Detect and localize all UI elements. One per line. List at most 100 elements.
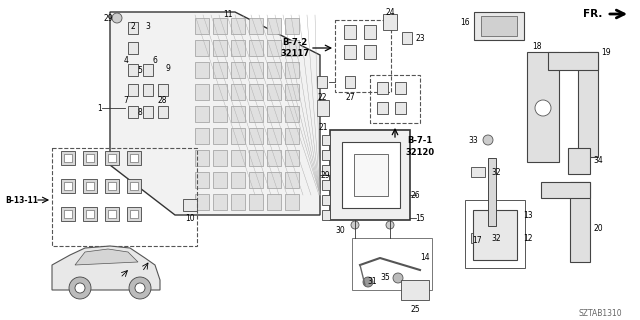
Bar xyxy=(127,207,141,221)
Bar xyxy=(401,280,429,300)
Circle shape xyxy=(351,221,359,229)
Bar xyxy=(127,179,141,193)
Bar xyxy=(108,210,116,218)
Bar xyxy=(195,128,209,144)
Polygon shape xyxy=(52,246,160,290)
Bar xyxy=(195,172,209,188)
Bar xyxy=(471,167,485,177)
Text: 16: 16 xyxy=(460,18,470,27)
Text: 11: 11 xyxy=(223,10,233,19)
Bar xyxy=(195,40,209,56)
Text: 31: 31 xyxy=(367,277,377,286)
Text: SZTAB1310: SZTAB1310 xyxy=(579,309,622,318)
Bar xyxy=(128,64,138,76)
Text: 33: 33 xyxy=(468,135,478,145)
Bar xyxy=(267,194,281,210)
Bar xyxy=(481,16,517,36)
Bar xyxy=(86,210,94,218)
Bar xyxy=(354,154,388,196)
Bar xyxy=(130,210,138,218)
Bar xyxy=(61,151,75,165)
Bar xyxy=(83,207,97,221)
Bar xyxy=(231,84,245,100)
Bar xyxy=(473,210,517,260)
Bar xyxy=(267,18,281,34)
Text: 18: 18 xyxy=(532,42,541,51)
Bar xyxy=(527,52,559,162)
Bar xyxy=(364,25,376,39)
Bar xyxy=(317,100,329,116)
Bar xyxy=(383,14,397,30)
Bar xyxy=(158,84,168,96)
Bar xyxy=(345,76,355,88)
Text: FR.: FR. xyxy=(582,9,602,19)
Text: 32: 32 xyxy=(491,234,501,243)
Bar xyxy=(578,52,598,157)
Text: 7: 7 xyxy=(124,95,129,105)
Circle shape xyxy=(386,221,394,229)
Circle shape xyxy=(535,100,551,116)
Text: 19: 19 xyxy=(601,47,611,57)
Bar xyxy=(322,195,330,205)
Bar xyxy=(231,172,245,188)
Text: 14: 14 xyxy=(420,253,430,262)
Bar xyxy=(128,22,138,34)
Bar xyxy=(394,102,406,114)
Text: 35: 35 xyxy=(380,274,390,283)
Text: 26: 26 xyxy=(410,190,420,199)
Bar xyxy=(249,172,263,188)
Bar xyxy=(394,82,406,94)
Bar xyxy=(127,151,141,165)
Bar xyxy=(285,84,299,100)
Bar xyxy=(474,12,524,40)
Bar xyxy=(370,75,420,123)
Bar xyxy=(267,172,281,188)
Bar xyxy=(352,238,432,290)
Bar xyxy=(195,106,209,122)
Bar xyxy=(376,102,387,114)
Bar xyxy=(322,135,330,145)
Bar xyxy=(213,40,227,56)
Bar xyxy=(249,62,263,78)
Bar xyxy=(322,150,330,160)
Bar xyxy=(322,210,330,220)
Circle shape xyxy=(483,135,493,145)
Text: 30: 30 xyxy=(335,226,345,235)
Bar xyxy=(322,165,330,175)
Bar xyxy=(471,233,485,243)
Bar xyxy=(130,182,138,190)
Bar xyxy=(231,18,245,34)
Bar xyxy=(143,84,153,96)
Bar xyxy=(285,40,299,56)
Bar xyxy=(285,18,299,34)
Circle shape xyxy=(69,277,91,299)
Bar xyxy=(64,210,72,218)
Bar xyxy=(322,180,330,190)
Bar xyxy=(231,194,245,210)
Bar xyxy=(231,150,245,166)
Bar xyxy=(64,182,72,190)
Bar xyxy=(285,106,299,122)
Text: 4: 4 xyxy=(124,55,129,65)
Bar xyxy=(344,45,356,59)
Bar xyxy=(213,84,227,100)
Bar xyxy=(195,62,209,78)
Bar xyxy=(249,150,263,166)
Circle shape xyxy=(135,283,145,293)
Bar xyxy=(83,151,97,165)
Text: B-13-11: B-13-11 xyxy=(6,196,38,204)
Bar xyxy=(548,52,598,70)
Text: 21: 21 xyxy=(318,123,328,132)
Bar xyxy=(128,106,138,118)
Bar xyxy=(213,62,227,78)
Polygon shape xyxy=(110,12,320,215)
Text: 10: 10 xyxy=(185,213,195,222)
Text: 22: 22 xyxy=(317,92,327,101)
Circle shape xyxy=(112,13,122,23)
Bar xyxy=(342,142,400,208)
Text: 17: 17 xyxy=(472,236,482,244)
Bar xyxy=(83,179,97,193)
Bar xyxy=(541,182,590,198)
Text: 3: 3 xyxy=(145,21,150,30)
Bar xyxy=(105,151,119,165)
